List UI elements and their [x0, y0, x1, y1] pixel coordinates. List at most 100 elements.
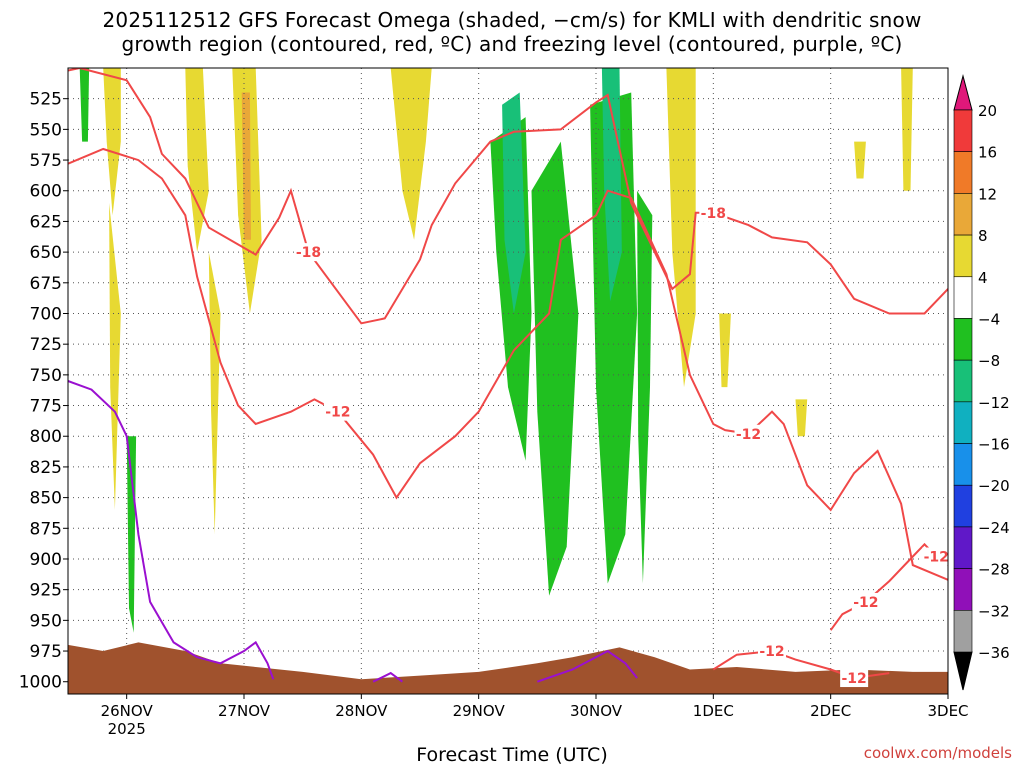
x-tick-label: 1DEC: [693, 702, 734, 720]
y-tick-label: 700: [30, 304, 62, 324]
y-tick-label: 600: [30, 182, 62, 202]
y-tick-label: 1000: [19, 673, 62, 693]
y-tick-label: 950: [30, 611, 62, 631]
contour-label: -12: [736, 427, 761, 443]
colorbar-swatch: [953, 234, 973, 278]
plot-frame: [67, 67, 949, 695]
colorbar-label: 16: [978, 144, 997, 162]
colorbar-swatch: [953, 484, 973, 528]
omega-shade-region: [109, 203, 121, 510]
colorbar-label: −4: [978, 310, 1000, 328]
y-tick-label: 925: [30, 581, 62, 601]
omega-shade-region: [208, 252, 221, 535]
contour-label: -18: [701, 206, 726, 222]
y-tick-label: 625: [30, 212, 62, 232]
omega-shade-region: [901, 68, 913, 191]
colorbar-label: 12: [978, 185, 997, 203]
colorbar-swatch: [953, 568, 973, 611]
y-tick-label: 875: [30, 519, 62, 539]
colorbar-swatch: [953, 193, 973, 236]
colorbar-bottom-triangle: [953, 651, 973, 691]
x-axis-label: Forecast Time (UTC): [416, 744, 608, 766]
x-tick-label: 27NOV: [218, 702, 271, 720]
contour-label: -12: [841, 671, 866, 687]
freezing-level-contour: [536, 649, 638, 683]
y-tick-label: 900: [30, 550, 62, 570]
contour-label-bg: [758, 642, 786, 661]
x-tick-sublabel: 2025: [108, 720, 146, 738]
contour-label: -12: [759, 644, 784, 660]
omega-shade-region: [601, 68, 622, 302]
omega-shade-region: [637, 190, 653, 584]
y-tick-label: 975: [30, 642, 62, 662]
contour-label: -12: [325, 405, 350, 421]
dgz-contour-line: [68, 147, 948, 581]
contour-label-bg: [699, 203, 728, 222]
y-tick-label: 525: [30, 90, 62, 110]
dgz-contour-line: [68, 68, 948, 325]
colorbar-label: 8: [978, 227, 988, 245]
y-tick-label: 650: [30, 243, 62, 263]
contour-label-bg: [294, 243, 323, 262]
contour-label: -12: [853, 595, 878, 611]
chart-title-line1: 2025112512 GFS Forecast Omega (shaded, −…: [102, 8, 922, 32]
y-tick-label: 675: [30, 274, 62, 294]
source-credit: coolwx.com/models: [863, 744, 1012, 762]
colorbar-swatch: [953, 610, 973, 653]
y-tick-label: 550: [30, 120, 62, 140]
y-tick-label: 825: [30, 458, 62, 478]
colorbar-swatch: [953, 318, 973, 361]
colorbar-label: −36: [978, 644, 1010, 662]
plot-content: -18 -18 -12 -12 -12 -12 -12 -12: [68, 68, 949, 694]
omega-shade-region: [390, 68, 432, 240]
omega-shade-region: [531, 141, 579, 596]
colorbar-swatch: [953, 526, 973, 569]
omega-shade-region: [854, 141, 866, 179]
x-tick-label: 28NOV: [335, 702, 388, 720]
freezing-level-contour: [68, 380, 275, 680]
x-tick-label: 26NOV: [101, 702, 154, 720]
colorbar-label: −16: [978, 436, 1010, 454]
colorbar-label: 4: [978, 269, 988, 287]
contour-label: -18: [296, 245, 321, 261]
omega-shade-region: [79, 68, 90, 142]
colorbar-label: −24: [978, 519, 1010, 537]
colorbar-swatch: [953, 401, 973, 444]
omega-shade-region: [502, 92, 526, 314]
colorbar-label: −12: [978, 394, 1010, 412]
omega-shade-region: [103, 68, 121, 216]
colorbar-label: −8: [978, 352, 1000, 370]
colorbar-swatch: [953, 109, 973, 152]
y-tick-label: 850: [30, 489, 62, 509]
colorbar-top-triangle: [953, 74, 973, 111]
terrain-fill: [68, 642, 948, 694]
contour-label-bg: [922, 547, 948, 566]
colorbar-swatch: [953, 276, 973, 319]
contour-label-bg: [840, 669, 869, 688]
x-tick-label: 2DEC: [810, 702, 851, 720]
colorbar-swatch: [953, 151, 973, 194]
colorbar-swatch: [953, 443, 973, 486]
omega-shade-region: [185, 68, 209, 253]
omega-shade-region: [666, 68, 696, 388]
contour-label: -12: [924, 550, 949, 566]
y-tick-label: 800: [30, 427, 62, 447]
omega-shade-region: [590, 92, 638, 584]
x-tick-label: 30NOV: [570, 702, 623, 720]
chart-title-line2: growth region (contoured, red, ºC) and f…: [121, 32, 903, 56]
x-tick-label: 29NOV: [453, 702, 506, 720]
freezing-level-contour: [372, 671, 403, 683]
y-tick-label: 725: [30, 335, 62, 355]
y-tick-label: 750: [30, 366, 62, 386]
colorbar-label: −20: [978, 477, 1010, 495]
omega-shade-region: [719, 313, 731, 388]
colorbar-swatch: [953, 359, 973, 403]
contour-label-bg: [323, 402, 352, 421]
omega-shade-region: [795, 399, 808, 437]
contour-label-bg: [734, 424, 763, 443]
y-tick-label: 575: [30, 151, 62, 171]
y-tick-label: 775: [30, 397, 62, 417]
omega-shade-region: [126, 436, 137, 633]
contour-label-bg: [851, 592, 880, 611]
